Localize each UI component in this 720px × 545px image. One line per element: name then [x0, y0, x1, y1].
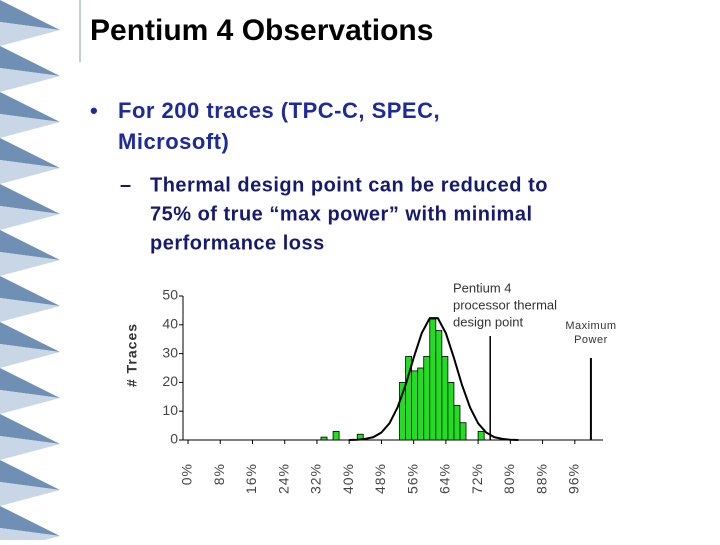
x-tick-label: 40%: [340, 463, 356, 494]
chevron-shade: [0, 206, 60, 230]
chevron-shade: [0, 68, 60, 92]
x-tick-label: 32%: [308, 463, 324, 494]
x-tick-label: 64%: [437, 463, 453, 494]
chevron-shade: [0, 344, 60, 368]
bar: [477, 430, 485, 441]
chevron: [0, 92, 60, 122]
annotation-text: design point: [453, 314, 523, 329]
bar: [429, 318, 437, 441]
chevron: [0, 138, 60, 168]
y-tick-label: 30: [162, 344, 178, 360]
chevron-shade: [0, 436, 60, 460]
chevron: [0, 184, 60, 214]
bullet-marker: •: [90, 98, 98, 123]
x-tick-label: 88%: [533, 463, 549, 494]
y-tick-label: 10: [162, 402, 178, 418]
bar: [332, 430, 340, 441]
bar: [459, 422, 467, 441]
bullet-text: 75% of true “max power” with minimal: [150, 203, 533, 225]
bar: [435, 330, 443, 441]
chevron: [0, 276, 60, 306]
bar: [453, 405, 461, 441]
bullet-text: Thermal design point can be reduced to: [150, 174, 548, 196]
x-tick-label: 16%: [243, 463, 259, 494]
x-tick-label: 48%: [372, 463, 388, 494]
chevron: [0, 506, 60, 536]
y-tick-label: 20: [162, 373, 178, 389]
y-tick-label: 0: [170, 431, 178, 447]
bar: [320, 436, 328, 441]
bar: [447, 381, 455, 441]
chevron-shade: [0, 482, 60, 506]
y-tick-label: 50: [162, 287, 178, 303]
chevron-shade: [0, 22, 60, 46]
x-tick-label: 72%: [469, 463, 485, 494]
chevron-shade: [0, 390, 60, 414]
annotation-text: processor thermal: [453, 297, 557, 312]
x-tick-label: 56%: [404, 463, 420, 494]
slide-title: Pentium 4 Observations: [90, 14, 433, 47]
bullet-text: Microsoft): [118, 129, 229, 154]
chevron: [0, 414, 60, 444]
chevron: [0, 368, 60, 398]
x-tick-label: 96%: [566, 463, 582, 494]
bar: [423, 356, 431, 441]
bullet-text: For 200 traces (TPC-C, SPEC,: [118, 98, 440, 123]
bar: [411, 370, 419, 441]
x-tick-label: 80%: [501, 463, 517, 494]
y-axis-label: # Traces: [124, 323, 140, 387]
chevron: [0, 0, 60, 30]
chevron-shade: [0, 114, 60, 138]
chevron: [0, 322, 60, 352]
chevron: [0, 460, 60, 490]
x-tick-label: 0%: [179, 463, 195, 485]
bullet-text: performance loss: [150, 232, 325, 254]
bullet-marker: –: [120, 174, 131, 196]
chevron-shade: [0, 298, 60, 322]
x-tick-label: 8%: [211, 463, 227, 485]
x-tick-label: 24%: [275, 463, 291, 494]
annotation-text: Maximum: [565, 320, 616, 332]
chevron: [0, 46, 60, 76]
y-tick-label: 40: [162, 316, 178, 332]
chevron: [0, 230, 60, 260]
chevron-shade: [0, 160, 60, 184]
bar: [441, 356, 449, 441]
chevron-shade: [0, 252, 60, 276]
bar: [417, 367, 425, 441]
annotation-text: Pentium 4: [453, 280, 512, 295]
chevron-border: [0, 0, 60, 545]
annotation-text: Power: [574, 334, 608, 346]
